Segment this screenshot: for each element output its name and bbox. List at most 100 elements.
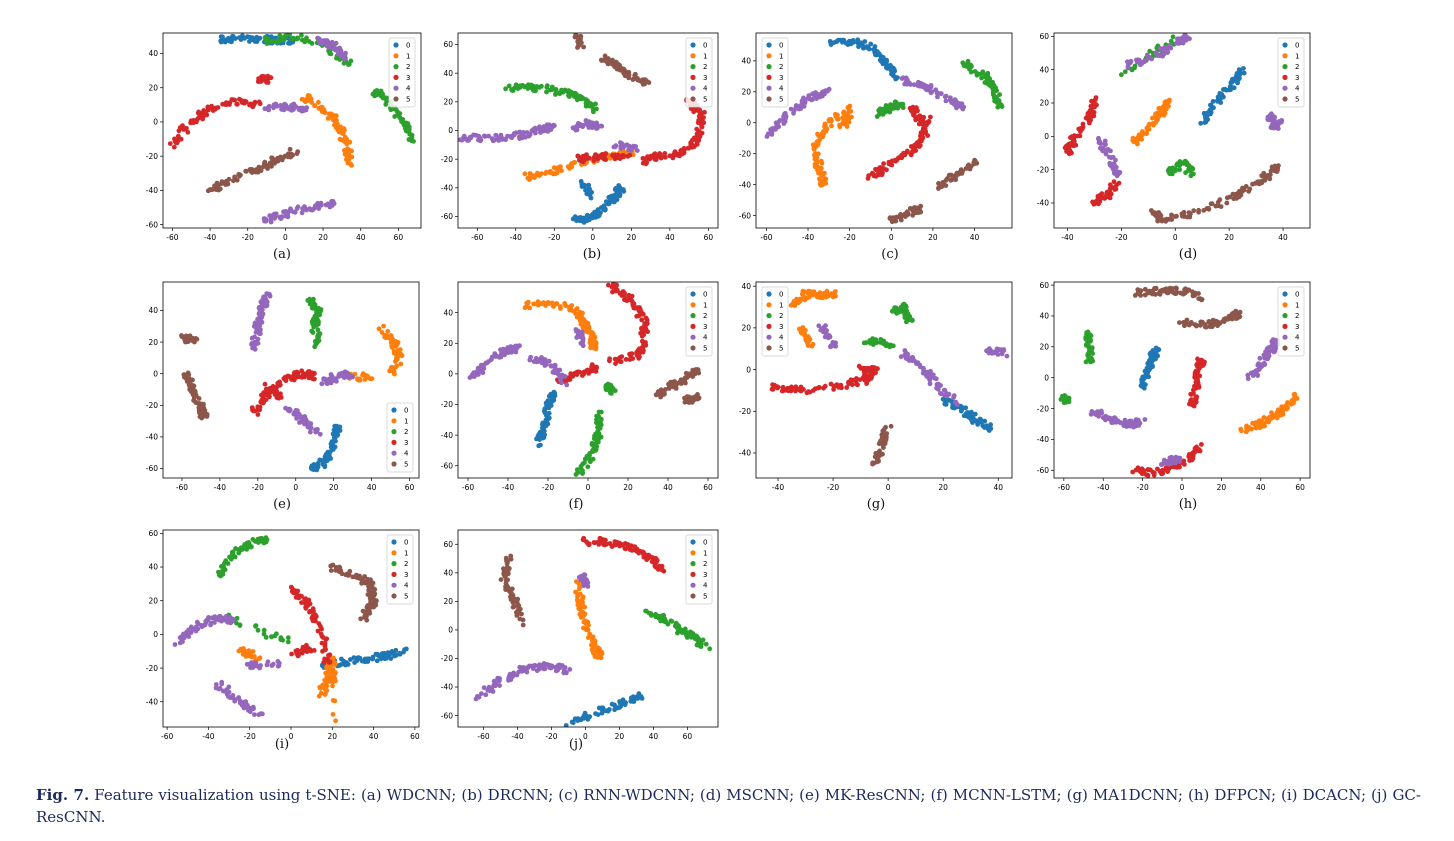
scatter-point-3 xyxy=(603,157,608,163)
scatter-point-5 xyxy=(654,392,660,397)
scatter-point-3 xyxy=(904,148,910,154)
scatter-point-4 xyxy=(268,216,274,222)
scatter-point-5 xyxy=(199,415,205,421)
scatter-point-4 xyxy=(314,203,319,209)
scatter-point-0 xyxy=(982,418,988,424)
scatter-point-4 xyxy=(799,98,805,104)
scatter-point-5 xyxy=(234,177,240,183)
scatter-point-3 xyxy=(201,108,207,113)
scatter-point-5 xyxy=(918,203,924,209)
scatter-point-3 xyxy=(1068,135,1073,141)
scatter-point-2 xyxy=(877,106,883,112)
scatter-point-3 xyxy=(1095,193,1101,199)
scatter-point-2 xyxy=(572,94,578,100)
scatter-point-0 xyxy=(617,188,622,193)
scatter-point-0 xyxy=(1241,70,1247,76)
scatter-point-2 xyxy=(315,334,320,339)
scatter-point-5 xyxy=(1255,180,1260,186)
scatter-point-3 xyxy=(257,407,263,413)
scatter-point-4 xyxy=(783,114,789,119)
scatter-point-4 xyxy=(288,208,294,214)
scatter-point-3 xyxy=(255,412,261,417)
scatter-point-3 xyxy=(881,161,886,167)
scatter-point-0 xyxy=(1215,99,1221,104)
scatter-point-4 xyxy=(1177,40,1183,46)
scatter-point-5 xyxy=(1196,209,1201,215)
legend-marker-5 xyxy=(690,96,696,102)
scatter-point-0 xyxy=(1205,117,1211,122)
scatter-point-5 xyxy=(244,168,249,174)
scatter-point-0 xyxy=(578,179,584,184)
scatter-point-4 xyxy=(1138,62,1143,68)
scatter-point-5 xyxy=(1215,199,1221,205)
y-tick-label: -40 xyxy=(441,184,453,193)
scatter-point-1 xyxy=(389,364,394,370)
scatter-point-4 xyxy=(495,135,501,141)
x-tick-label: 40 xyxy=(663,483,673,492)
scatter-point-1 xyxy=(559,168,564,174)
scatter-point-2 xyxy=(609,386,615,391)
scatter-point-4 xyxy=(513,130,519,136)
x-tick-label: 0 xyxy=(293,483,298,492)
legend-marker-0 xyxy=(766,42,772,48)
scatter-point-3 xyxy=(1116,180,1122,186)
scatter-point-2 xyxy=(559,87,564,93)
scatter-point-3 xyxy=(618,359,623,365)
scatter-point-0 xyxy=(322,454,328,460)
scatter-point-0 xyxy=(603,199,609,205)
scatter-point-3 xyxy=(607,356,612,362)
scatter-point-4 xyxy=(292,209,298,215)
scatter-point-2 xyxy=(987,83,993,89)
scatter-point-4 xyxy=(254,329,260,334)
scatter-point-5 xyxy=(946,172,952,178)
scatter-point-3 xyxy=(220,101,226,107)
legend-label: 0 xyxy=(404,407,408,415)
y-tick-label: 0 xyxy=(448,126,453,135)
scatter-point-1 xyxy=(567,166,572,171)
scatter-point-4 xyxy=(321,377,327,382)
scatter-point-2 xyxy=(985,73,991,79)
scatter-point-5 xyxy=(1208,201,1214,207)
scatter-point-5 xyxy=(605,61,611,67)
scatter-point-0 xyxy=(602,207,608,213)
scatter-point-2 xyxy=(316,307,322,312)
scatter-point-3 xyxy=(1087,109,1092,115)
scatter-point-2 xyxy=(388,107,394,113)
scatter-point-5 xyxy=(968,164,974,169)
scatter-point-0 xyxy=(588,195,594,201)
scatter-point-1 xyxy=(390,338,396,343)
scatter-point-5 xyxy=(609,60,615,66)
scatter-point-4 xyxy=(541,125,547,130)
scatter-point-4 xyxy=(505,133,510,139)
scatter-point-5 xyxy=(201,410,207,416)
scatter-point-1 xyxy=(577,313,583,319)
scatter-point-2 xyxy=(289,36,295,42)
scatter-point-4 xyxy=(328,380,334,386)
scatter-point-4 xyxy=(546,358,552,364)
scatter-point-4 xyxy=(1272,114,1277,120)
scatter-point-2 xyxy=(1170,34,1176,40)
scatter-point-3 xyxy=(589,362,595,367)
scatter-point-0 xyxy=(858,40,864,46)
scatter-point-0 xyxy=(327,449,333,455)
scatter-point-2 xyxy=(264,41,270,46)
scatter-point-5 xyxy=(1169,212,1174,218)
scatter-point-2 xyxy=(528,85,534,91)
scatter-point-1 xyxy=(397,347,403,352)
scatter-point-1 xyxy=(319,109,325,115)
y-tick-label: 0 xyxy=(1044,132,1049,141)
scatter-point-2 xyxy=(596,409,602,415)
scatter-point-0 xyxy=(546,415,552,421)
x-tick-label: 60 xyxy=(405,483,415,492)
scatter-point-5 xyxy=(196,396,202,401)
scatter-point-1 xyxy=(525,299,531,305)
scatter-point-3 xyxy=(662,151,668,156)
scatter-point-5 xyxy=(278,155,283,160)
scatter-point-5 xyxy=(1267,176,1273,182)
scatter-point-3 xyxy=(276,395,282,401)
scatter-point-4 xyxy=(493,354,498,359)
scatter-point-2 xyxy=(1177,167,1182,173)
scatter-point-4 xyxy=(338,48,344,54)
y-tick-label: 40 xyxy=(148,49,158,58)
scatter-point-5 xyxy=(889,219,895,225)
